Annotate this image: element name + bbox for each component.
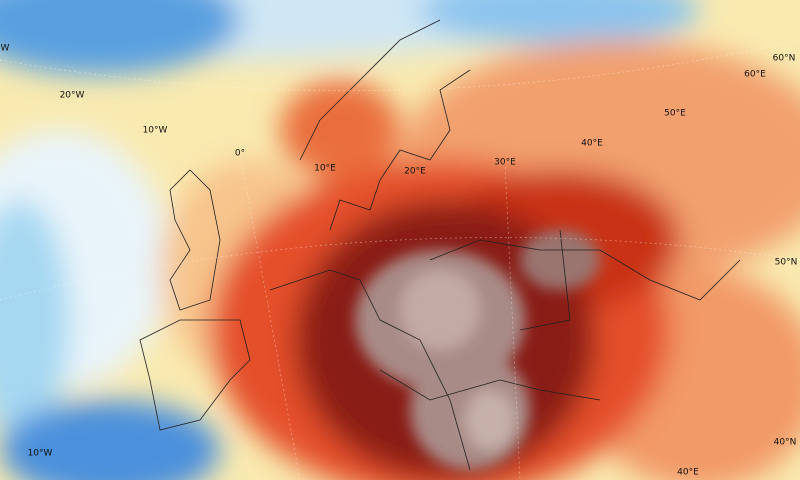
lon-label: 30°E — [494, 158, 516, 168]
lon-label: 40°E — [581, 139, 603, 149]
lon-label: 10°E — [314, 164, 336, 174]
lon-label: 0° — [235, 149, 245, 159]
lon-label: 20°W — [60, 91, 85, 101]
lon-label: W — [1, 44, 10, 54]
lon-label: 10°W — [28, 449, 53, 459]
lon-label: 60°E — [744, 70, 766, 80]
lat-label: 60°N — [773, 54, 796, 64]
lat-label: 50°N — [775, 258, 798, 268]
graticule-labels: W 20°W 10°W 0° 10°E 20°E 30°E 40°E 50°E … — [1, 44, 798, 478]
coastlines — [139, 19, 741, 471]
graticule — [0, 39, 800, 480]
lon-label: 40°E — [677, 468, 699, 478]
lon-label: 50°E — [664, 109, 686, 119]
lat-label: 40°N — [774, 438, 797, 448]
lon-label: 20°E — [404, 167, 426, 177]
lon-label: 10°W — [143, 126, 168, 136]
